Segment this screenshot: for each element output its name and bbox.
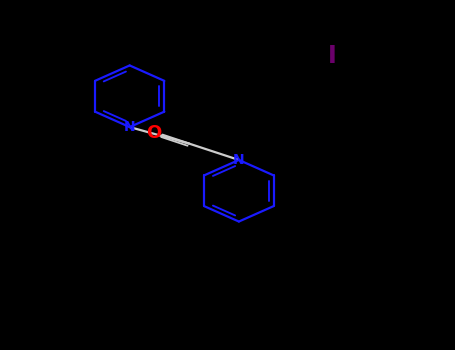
Text: I: I (328, 44, 337, 68)
Text: N: N (124, 120, 136, 134)
Text: O: O (146, 124, 161, 142)
Text: N: N (233, 153, 245, 167)
